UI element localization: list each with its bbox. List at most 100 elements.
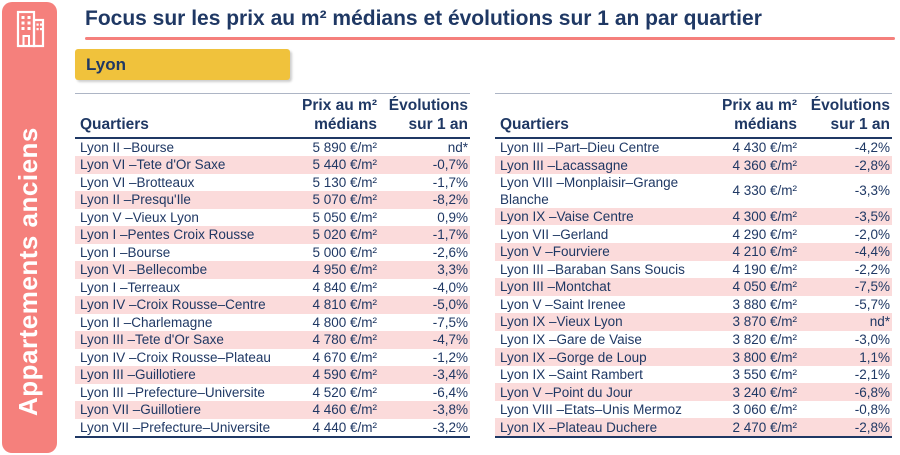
evolution-value: -1,7% bbox=[432, 174, 468, 190]
median-price: 3 880 €/m² bbox=[732, 296, 797, 312]
quartier-name: Lyon VI –Brotteaux bbox=[80, 174, 195, 190]
table-row: Lyon IV –Croix Rousse–Centre 4 810 €/m² … bbox=[75, 296, 470, 314]
city-badge: Lyon bbox=[75, 49, 290, 80]
median-price: 3 060 €/m² bbox=[732, 402, 797, 418]
evolution-value: -4,0% bbox=[432, 279, 468, 295]
column-header-prix-median: Prix au m² médians bbox=[717, 93, 797, 140]
evolution-value: -8,2% bbox=[432, 192, 468, 208]
table-row: Lyon VI –Tete d'Or Saxe 5 440 €/m² -0,7% bbox=[75, 156, 470, 174]
evolution-value: -2,0% bbox=[854, 226, 890, 242]
quartier-name: Lyon IX –Plateau Duchere bbox=[500, 419, 658, 435]
table-row: Lyon IX –Vieux Lyon 3 870 €/m² nd* bbox=[495, 313, 892, 331]
evolution-value: -0,7% bbox=[432, 157, 468, 173]
median-price: 4 300 €/m² bbox=[732, 209, 797, 225]
quartier-name: Lyon IX –Gare de Vaise bbox=[500, 331, 642, 347]
table-row: Lyon VII –Guillotiere 4 460 €/m² -3,8% bbox=[75, 401, 470, 419]
table-row: Lyon IX –Vaise Centre 4 300 €/m² -3,5% bbox=[495, 207, 892, 226]
median-price: 4 330 €/m² bbox=[732, 183, 797, 199]
evolution-value: -1,7% bbox=[432, 227, 468, 243]
evolution-value: -3,4% bbox=[432, 367, 468, 383]
table-row: Lyon III –Guillotiere 4 590 €/m² -3,4% bbox=[75, 366, 470, 384]
sidebar-appartements-anciens: Appartements anciens bbox=[2, 2, 57, 453]
evolution-value: -7,5% bbox=[854, 279, 890, 295]
quartier-name: Lyon IX –Vieux Lyon bbox=[500, 314, 623, 330]
price-table-right: Quartiers Prix au m² médians Évolutions … bbox=[495, 93, 892, 438]
evolution-value: 0,9% bbox=[437, 209, 468, 225]
quartier-name: Lyon IX –Saint Rambert bbox=[500, 367, 643, 383]
quartier-name: Lyon III –Tete d'Or Saxe bbox=[80, 332, 224, 348]
median-price: 5 050 €/m² bbox=[312, 209, 377, 225]
table-header-row: Quartiers Prix au m² médians Évolutions … bbox=[75, 93, 470, 140]
table-row: Lyon IX –Plateau Duchere 2 470 €/m² -2,8… bbox=[495, 418, 892, 437]
quartier-name: Lyon VIII –Etats–Unis Mermoz bbox=[500, 402, 682, 418]
evolution-value: -3,3% bbox=[854, 183, 890, 199]
table-row: Lyon VII –Prefecture–Universite 4 440 €/… bbox=[75, 419, 470, 437]
evolution-value: -3,2% bbox=[432, 419, 468, 435]
evolution-value: nd* bbox=[869, 314, 890, 330]
quartier-name: Lyon V –Point du Jour bbox=[500, 384, 633, 400]
table-row: Lyon V –Fourviere 4 210 €/m² -4,4% bbox=[495, 242, 892, 261]
table-row: Lyon III –Baraban Sans Soucis 4 190 €/m²… bbox=[495, 261, 892, 279]
quartier-name: Lyon IV –Croix Rousse–Plateau bbox=[80, 349, 271, 365]
evolution-value: -2,8% bbox=[854, 157, 890, 173]
table-row: Lyon IV –Croix Rousse–Plateau 4 670 €/m²… bbox=[75, 349, 470, 367]
sidebar-label: Appartements anciens bbox=[13, 127, 43, 416]
table-row: Lyon III –Part–Dieu Centre 4 430 €/m² -4… bbox=[495, 138, 892, 156]
evolution-value: -5,7% bbox=[854, 296, 890, 312]
median-price: 4 780 €/m² bbox=[312, 332, 377, 348]
evolution-value: -1,2% bbox=[432, 349, 468, 365]
table-row: Lyon III –Montchat 4 050 €/m² -7,5% bbox=[495, 278, 892, 296]
table-row: Lyon III –Prefecture–Universite 4 520 €/… bbox=[75, 384, 470, 402]
evolution-value: -0,8% bbox=[854, 402, 890, 418]
table-header-row: Quartiers Prix au m² médians Évolutions … bbox=[495, 93, 892, 140]
median-price: 4 440 €/m² bbox=[312, 419, 377, 435]
table-row: Lyon I –Bourse 5 000 €/m² -2,6% bbox=[75, 244, 470, 262]
table-row: Lyon III –Lacassagne 4 360 €/m² -2,8% bbox=[495, 156, 892, 174]
median-price: 5 130 €/m² bbox=[312, 174, 377, 190]
quartier-name: Lyon III –Part–Dieu Centre bbox=[500, 140, 660, 156]
table-row: Lyon VIII –Monplaisir–Grange Blanche 4 3… bbox=[495, 174, 892, 208]
quartier-name: Lyon IX –Gorge de Loup bbox=[500, 349, 647, 365]
median-price: 3 870 €/m² bbox=[732, 314, 797, 330]
quartier-name: Lyon VI –Tete d'Or Saxe bbox=[80, 157, 226, 173]
median-price: 3 550 €/m² bbox=[732, 367, 797, 383]
median-price: 5 890 €/m² bbox=[312, 140, 377, 156]
evolution-value: 3,3% bbox=[437, 262, 468, 278]
evolution-value: -2,2% bbox=[854, 261, 890, 277]
quartier-name: Lyon III –Baraban Sans Soucis bbox=[500, 261, 685, 277]
median-price: 4 190 €/m² bbox=[732, 261, 797, 277]
quartier-name: Lyon I –Bourse bbox=[80, 244, 171, 260]
median-price: 3 800 €/m² bbox=[732, 349, 797, 365]
quartier-name: Lyon III –Montchat bbox=[500, 279, 611, 295]
table-row: Lyon III –Tete d'Or Saxe 4 780 €/m² -4,7… bbox=[75, 331, 470, 349]
evolution-value: -4,2% bbox=[854, 140, 890, 156]
building-icon bbox=[12, 9, 48, 54]
median-price: 4 800 €/m² bbox=[312, 314, 377, 330]
evolution-value: -2,8% bbox=[854, 419, 890, 435]
column-header-evolution: Évolutions sur 1 an bbox=[377, 93, 470, 140]
evolution-value: -7,5% bbox=[432, 314, 468, 330]
quartier-name: Lyon VII –Guillotiere bbox=[80, 402, 202, 418]
median-price: 4 840 €/m² bbox=[312, 279, 377, 295]
page-title: Focus sur les prix au m² médians et évol… bbox=[85, 7, 762, 30]
evolution-value: -6,8% bbox=[854, 384, 890, 400]
evolution-value: nd* bbox=[447, 140, 468, 156]
median-price: 4 360 €/m² bbox=[732, 157, 797, 173]
table-row: Lyon IX –Saint Rambert 3 550 €/m² -2,1% bbox=[495, 366, 892, 384]
median-price: 4 810 €/m² bbox=[312, 297, 377, 313]
evolution-value: -2,1% bbox=[854, 367, 890, 383]
median-price: 4 590 €/m² bbox=[312, 367, 377, 383]
column-header-evolution: Évolutions sur 1 an bbox=[797, 93, 892, 140]
quartier-name: Lyon III –Prefecture–Universite bbox=[80, 384, 265, 400]
quartier-name: Lyon III –Lacassagne bbox=[500, 157, 628, 173]
table-row: Lyon II –Presqu'Ile 5 070 €/m² -8,2% bbox=[75, 191, 470, 209]
evolution-value: -2,6% bbox=[432, 244, 468, 260]
median-price: 4 460 €/m² bbox=[312, 402, 377, 418]
city-badge-label: Lyon bbox=[86, 54, 126, 74]
evolution-value: -3,0% bbox=[854, 331, 890, 347]
quartier-name: Lyon II –Presqu'Ile bbox=[80, 192, 191, 208]
evolution-value: 1,1% bbox=[859, 349, 890, 365]
median-price: 3 820 €/m² bbox=[732, 331, 797, 347]
quartier-name: Lyon V –Vieux Lyon bbox=[80, 209, 199, 225]
